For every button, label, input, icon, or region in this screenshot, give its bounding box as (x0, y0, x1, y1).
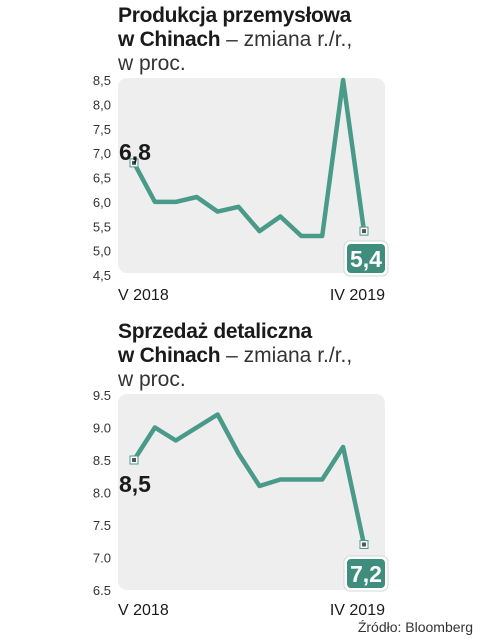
chart2-ytick-label: 8.5 (93, 453, 111, 468)
chart1-start-value-label: 6,8 (119, 139, 151, 165)
chart2-ytick-label: 9.0 (93, 421, 111, 436)
chart1-end-badge (347, 244, 385, 273)
chart1-title: Produkcja przemysłowa w Chinach – zmiana… (118, 4, 352, 76)
chart1-title-bold-2: w Chinach (118, 28, 221, 51)
chart1-ytick-label: 5,0 (93, 244, 111, 259)
chart2-title-light-2: w proc. (118, 368, 186, 391)
chart2-ytick-label: 7.0 (93, 551, 111, 566)
chart1-end-value-label: 5,4 (350, 246, 382, 272)
chart2-series-line (131, 412, 367, 547)
chart2-plot-area (118, 394, 385, 590)
chart1-point-marker-dot (132, 160, 136, 165)
chart1-title-light: – zmiana r./r., (220, 28, 353, 51)
chart2-start-value-label: 8,5 (119, 471, 151, 497)
chart1-title-bold: Produkcja przemysłowa (118, 4, 351, 27)
chart1-series-line (131, 77, 367, 239)
chart1-ytick-label: 7,5 (93, 122, 111, 137)
chart2-point-marker-dot (362, 542, 366, 547)
chart2-title-bold: Sprzedaż detaliczna (118, 320, 312, 343)
chart2-ytick-label: 6.5 (93, 583, 111, 598)
chart1-point-marker-dot (362, 229, 366, 234)
chart2-ytick-label: 8.0 (93, 486, 111, 501)
chart2-ytick-label: 9.5 (93, 388, 111, 403)
chart2-ytick-label: 7.5 (93, 518, 111, 533)
chart2-end-badge (347, 559, 385, 588)
chart2-xlabel-end: IV 2019 (330, 602, 385, 619)
chart2-title-bold-2: w Chinach (118, 344, 221, 367)
chart1-ytick-label: 5,5 (93, 219, 111, 234)
chart2-xlabel-start: V 2018 (118, 602, 169, 619)
chart1-ytick-label: 6,0 (93, 195, 111, 210)
chart1-ytick-label: 7,0 (93, 146, 111, 161)
chart2-title: Sprzedaż detaliczna w Chinach – zmiana r… (118, 320, 352, 392)
chart2-end-value-label: 7,2 (350, 561, 382, 587)
chart2-title-light: – zmiana r./r., (220, 344, 353, 367)
chart1-title-light-2: w proc. (118, 52, 186, 75)
source-note: Źródło: Bloomberg (357, 619, 473, 635)
chart1-xlabel-start: V 2018 (118, 287, 169, 304)
chart1-ytick-label: 8,0 (93, 97, 111, 112)
chart1-ytick-label: 4,5 (93, 268, 111, 283)
chart2-point-marker-dot (132, 458, 136, 462)
chart1-xlabel-end: IV 2019 (330, 287, 385, 304)
chart1-plot-area (118, 78, 385, 273)
chart1-ytick-label: 6,5 (93, 171, 111, 186)
chart1-ytick-label: 8,5 (93, 73, 111, 88)
